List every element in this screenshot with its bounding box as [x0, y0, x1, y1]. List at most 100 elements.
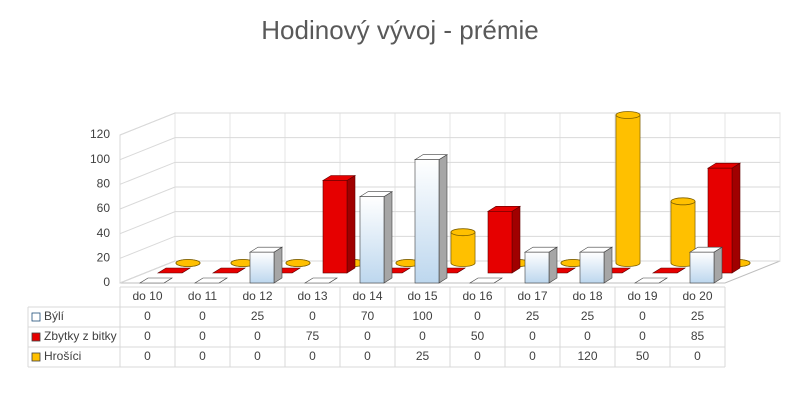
bar	[248, 246, 284, 284]
table-value: 0	[474, 309, 481, 323]
bar-side	[603, 246, 613, 284]
bar-top	[615, 111, 641, 119]
grid-line	[119, 112, 780, 136]
bar-top	[175, 259, 201, 267]
bar-top	[193, 277, 229, 284]
bar	[193, 277, 229, 284]
bar-top	[285, 259, 311, 267]
bar-front	[487, 211, 513, 274]
bar	[358, 191, 394, 284]
bar-body	[616, 115, 640, 263]
grid-line	[119, 161, 780, 185]
table-value: 0	[199, 329, 206, 343]
bar-top	[633, 277, 669, 284]
bar-side	[713, 246, 723, 284]
bar	[175, 259, 201, 267]
table-value: 0	[639, 309, 646, 323]
bar-top	[651, 267, 687, 274]
bar-top	[156, 267, 192, 274]
table-value: 0	[364, 329, 371, 343]
chart-title: Hodinový vývoj - prémie	[261, 15, 538, 45]
table-value: 25	[251, 309, 265, 323]
legend-key	[31, 332, 41, 342]
bar-front	[524, 251, 550, 284]
bar-side	[346, 174, 356, 274]
bar-front	[249, 251, 275, 284]
legend-label: Býlí	[44, 309, 65, 323]
bar-body	[671, 201, 695, 263]
table-value: 0	[144, 309, 151, 323]
bar	[615, 111, 641, 267]
bar-front	[414, 159, 440, 284]
bar	[156, 267, 192, 274]
legend-key	[31, 352, 41, 362]
bar	[468, 277, 504, 284]
table-value: 100	[412, 309, 432, 323]
bar	[688, 246, 724, 284]
table-value: 0	[199, 349, 206, 363]
bar-top	[450, 228, 476, 237]
table-value: 25	[691, 309, 705, 323]
grid-line	[119, 186, 780, 210]
bar-front	[579, 251, 605, 284]
bar	[486, 205, 522, 274]
x-tick-label: do 13	[297, 289, 327, 303]
bar-side	[511, 205, 521, 274]
x-tick-label: do 17	[517, 289, 547, 303]
table-value: 70	[361, 309, 375, 323]
bar-front	[322, 180, 348, 274]
table-value: 25	[416, 349, 430, 363]
legend-label: Zbytky z bitky	[44, 329, 117, 343]
y-tick-label: 100	[90, 152, 110, 166]
x-tick-label: do 16	[462, 289, 492, 303]
table-value: 0	[144, 329, 151, 343]
grid-line	[119, 235, 780, 259]
bar-body	[451, 232, 475, 263]
y-tick-label: 120	[90, 127, 110, 141]
table-value: 25	[526, 309, 540, 323]
bar-top	[211, 267, 247, 274]
table-value: 0	[694, 349, 701, 363]
bar-top	[138, 277, 174, 284]
table-value: 0	[529, 349, 536, 363]
bar-side	[273, 246, 283, 284]
bar-top	[303, 277, 339, 284]
table-value: 0	[419, 329, 426, 343]
x-tick-label: do 11	[188, 289, 217, 303]
bar-front	[689, 251, 715, 284]
bar	[450, 228, 476, 267]
bar-top	[468, 277, 504, 284]
grid-line	[119, 137, 780, 161]
y-tick-label: 20	[97, 251, 111, 265]
bar	[578, 246, 614, 284]
bar-side	[548, 246, 558, 284]
bar	[651, 267, 687, 274]
y-tick-label: 60	[97, 201, 111, 215]
bar-side	[383, 191, 393, 284]
x-tick-label: do 15	[407, 289, 437, 303]
x-tick-label: do 14	[352, 289, 382, 303]
x-tick-label: do 20	[682, 289, 712, 303]
table-value: 75	[306, 329, 320, 343]
bar	[413, 154, 449, 284]
table-value: 0	[199, 309, 206, 323]
table-value: 85	[691, 329, 705, 343]
bar	[303, 277, 339, 284]
table-value: 0	[144, 349, 151, 363]
bar	[230, 259, 256, 267]
x-tick-label: do 18	[572, 289, 602, 303]
table-value: 0	[254, 329, 261, 343]
bar	[211, 267, 247, 274]
table-value: 25	[581, 309, 595, 323]
bar	[138, 277, 174, 284]
bar	[395, 259, 421, 267]
table-value: 50	[471, 329, 485, 343]
bar-side	[731, 162, 741, 274]
x-tick-label: do 10	[132, 289, 162, 303]
x-tick-label: do 12	[242, 289, 272, 303]
table-value: 0	[639, 329, 646, 343]
table-value: 0	[309, 349, 316, 363]
x-tick-label: do 19	[627, 289, 657, 303]
bar	[633, 277, 669, 284]
